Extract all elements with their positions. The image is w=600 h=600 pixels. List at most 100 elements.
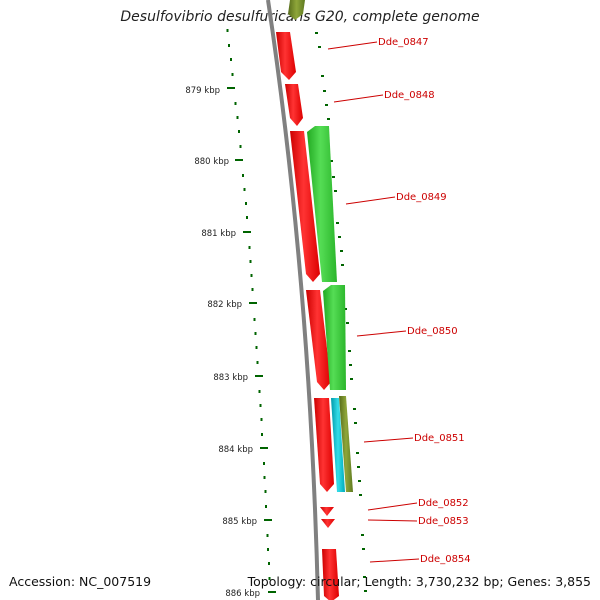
- kbp-label: 884 kbp: [218, 445, 253, 455]
- gene-arrow-dde-0850[interactable]: [306, 290, 331, 390]
- tick-dot: [357, 466, 360, 468]
- tick-dot: [265, 505, 267, 508]
- accession-text: Accession: NC_007519: [9, 574, 152, 589]
- tick-dot: [334, 190, 337, 192]
- kbp-label: 881 kbp: [201, 229, 236, 239]
- tick-dot: [346, 322, 349, 324]
- leader-line: [333, 94, 384, 103]
- tick-dot: [264, 490, 267, 493]
- leader-line: [356, 330, 407, 337]
- reverse-strand-track: [288, 0, 346, 390]
- tick-dot: [315, 32, 318, 34]
- tick-dot: [354, 422, 357, 424]
- gene-label-dde-0848[interactable]: Dde_0848: [384, 90, 435, 101]
- gene-arrow-dde-0848[interactable]: [285, 84, 303, 126]
- tick-dot: [266, 534, 269, 537]
- tick-dot: [231, 73, 234, 76]
- leader-line: [367, 519, 418, 522]
- tick-dot: [321, 75, 324, 77]
- gene-label-dde-0852[interactable]: Dde_0852: [418, 498, 469, 509]
- gene-leader-lines: [327, 41, 420, 563]
- genome-backbone: [266, 0, 320, 600]
- gene-label-dde-0849[interactable]: Dde_0849: [396, 192, 447, 203]
- forward-strand-track: [276, 32, 339, 600]
- tick-dot: [260, 418, 263, 421]
- gene-arrow-dde-0851[interactable]: [331, 398, 345, 492]
- kbp-label: 880 kbp: [194, 157, 229, 167]
- tick-dot: [267, 548, 269, 551]
- gene-arrow-dde-0853[interactable]: [321, 519, 335, 528]
- kbp-label: 886 kbp: [225, 589, 260, 599]
- tick-dot: [268, 577, 271, 580]
- tick-dot: [261, 433, 263, 436]
- tick-dot: [340, 250, 343, 252]
- gene-label-dde-0851[interactable]: Dde_0851: [414, 433, 465, 444]
- tick-dot: [336, 222, 339, 224]
- tick-dot: [238, 130, 240, 133]
- tick-dot: [338, 236, 341, 238]
- leader-line: [345, 196, 396, 205]
- leader-line: [327, 41, 378, 50]
- tick-dot: [243, 188, 246, 191]
- tick-dot: [254, 332, 257, 335]
- tick-dot: [246, 216, 248, 219]
- tick-dot: [362, 548, 365, 550]
- tick-dot: [242, 174, 244, 177]
- tick-dot: [250, 274, 253, 277]
- gene-arrow-olive-0851[interactable]: [339, 396, 353, 492]
- gene-arrow-olive-top[interactable]: [288, 0, 305, 20]
- gene-arrow-dde-0852[interactable]: [320, 507, 334, 516]
- gene-arrow-dde-0851-partner[interactable]: [314, 398, 334, 492]
- gene-label-dde-0850[interactable]: Dde_0850: [407, 326, 458, 337]
- gene-arrow-dde-0854[interactable]: [322, 549, 339, 600]
- tick-dot: [263, 462, 265, 465]
- tick-dot: [256, 361, 259, 364]
- gene-arrow-dde-0849[interactable]: [307, 126, 337, 282]
- tick-dot: [361, 534, 364, 536]
- leader-line: [363, 437, 414, 443]
- tick-dot: [239, 145, 242, 148]
- tick-dot: [353, 408, 356, 410]
- gene-labels: Dde_0847 Dde_0848 Dde_0849 Dde_0850 Dde_…: [378, 37, 471, 565]
- tick-dot: [349, 364, 352, 366]
- gene-arrow-dde-0850-partner[interactable]: [323, 285, 346, 390]
- kbp-label: 883 kbp: [213, 373, 248, 383]
- tick-dot: [251, 288, 254, 291]
- tick-dot: [259, 404, 262, 407]
- tick-dot: [323, 90, 326, 92]
- tick-dot: [330, 160, 333, 162]
- genome-summary-text: Topology: circular; Length: 3,730,232 bp…: [247, 574, 591, 589]
- tick-dot: [325, 104, 328, 106]
- gene-arrow-dde-0849-partner[interactable]: [290, 131, 320, 282]
- tick-dot: [228, 44, 230, 47]
- kbp-label: 879 kbp: [185, 86, 220, 96]
- tick-dot: [226, 29, 229, 32]
- tick-dot: [253, 318, 256, 321]
- tick-dot: [356, 452, 359, 454]
- inner-tick-track: [315, 32, 367, 592]
- tick-dot: [255, 346, 258, 349]
- tick-dot: [236, 116, 239, 119]
- tick-dot: [248, 246, 251, 249]
- tick-dot: [245, 202, 247, 205]
- tick-dot: [364, 590, 367, 592]
- kbp-label: 882 kbp: [207, 300, 242, 310]
- kbp-label: 885 kbp: [222, 517, 257, 527]
- gene-label-dde-0853[interactable]: Dde_0853: [418, 516, 469, 527]
- gene-label-dde-0847[interactable]: Dde_0847: [378, 37, 429, 48]
- tick-dot: [358, 480, 361, 482]
- tick-dot: [258, 390, 261, 393]
- tick-dot: [318, 46, 321, 48]
- outer-tick-track: [226, 29, 271, 580]
- tick-dot: [359, 494, 362, 496]
- gene-label-dde-0854[interactable]: Dde_0854: [420, 554, 471, 565]
- tick-dot: [348, 350, 351, 352]
- other-feature-track: [331, 396, 353, 492]
- gene-arrow-dde-0847[interactable]: [276, 32, 296, 80]
- kbp-labels: 879 kbp 880 kbp 881 kbp 882 kbp 883 kbp …: [185, 86, 260, 599]
- tick-dot: [230, 58, 232, 61]
- tick-dot: [344, 308, 347, 310]
- leader-line: [369, 558, 420, 563]
